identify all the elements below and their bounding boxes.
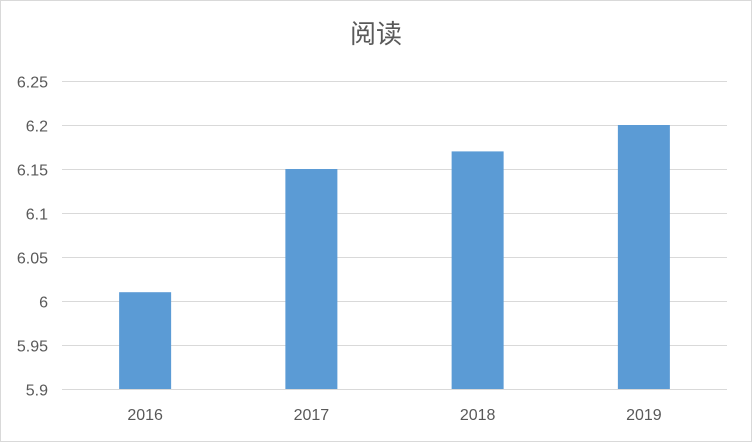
bar-2016 [119, 292, 172, 389]
y-tick-label: 6.05 [17, 251, 48, 268]
bar-2019 [617, 125, 670, 389]
y-tick-label: 6.2 [26, 119, 48, 136]
bars [119, 125, 670, 389]
y-tick-label: 6 [39, 295, 48, 312]
x-tick-label: 2019 [626, 407, 662, 424]
y-tick-label: 6.25 [17, 75, 48, 92]
bar-2018 [451, 151, 504, 389]
y-axis-tick-labels: 5.9 5.95 6 6.05 6.1 6.15 6.2 6.25 [17, 75, 48, 400]
gridlines [62, 81, 727, 390]
x-axis-tick-labels: 2016 2017 2018 2019 [127, 407, 661, 424]
chart-title: 阅读 [349, 20, 402, 50]
y-tick-label: 5.9 [26, 383, 48, 400]
y-tick-label: 6.1 [26, 207, 48, 224]
x-tick-label: 2017 [294, 407, 330, 424]
x-tick-label: 2018 [460, 407, 496, 424]
x-tick-label: 2016 [127, 407, 163, 424]
bar-2017 [285, 169, 338, 389]
y-tick-label: 5.95 [17, 339, 48, 356]
y-tick-label: 6.15 [17, 163, 48, 180]
